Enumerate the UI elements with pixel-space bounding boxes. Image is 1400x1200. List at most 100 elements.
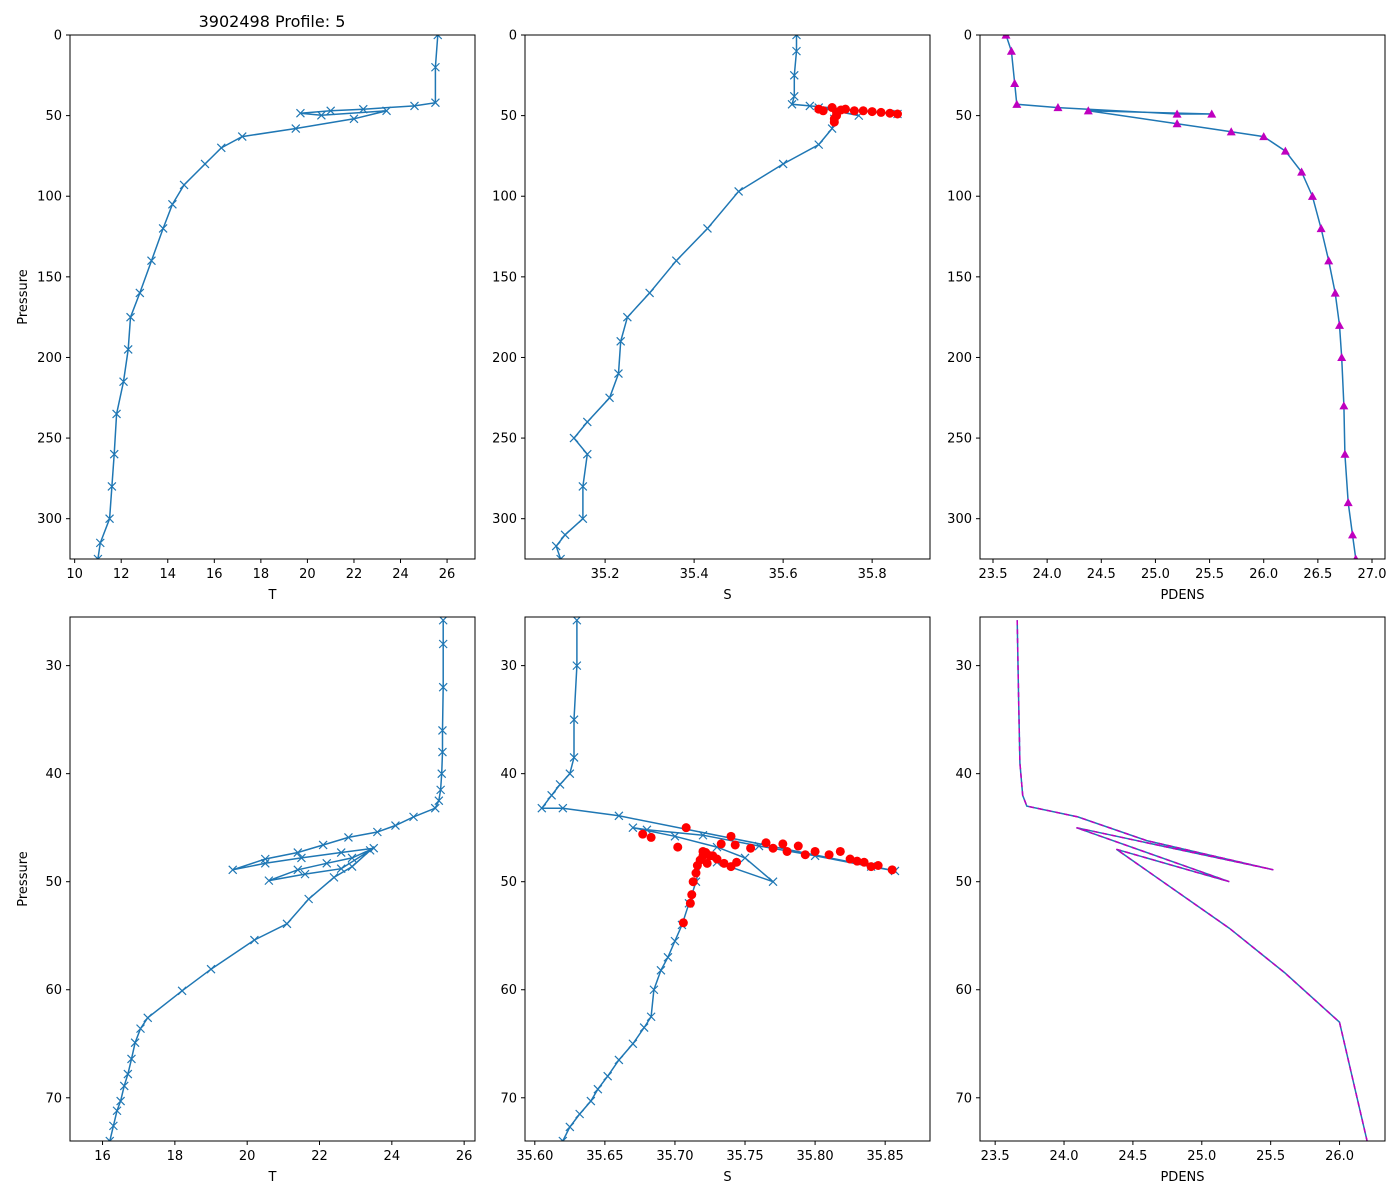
- x-tick-label: 35.8: [858, 567, 887, 582]
- x-axis-label: T: [268, 1170, 277, 1185]
- data-point-x: [438, 747, 447, 757]
- flagged-point: [730, 840, 740, 850]
- chart-bottom-right: 23.5 24.0 24.5 25.0 25.5 26.0 30 40 50 60 70 PDENS: [955, 616, 1386, 1185]
- data-point-x: [326, 106, 336, 116]
- y-tick-label: 60: [500, 983, 517, 998]
- y-tick-label: 50: [955, 109, 972, 124]
- data-point-x: [740, 853, 750, 863]
- data-point-triangle: [1280, 146, 1290, 155]
- data-point-x: [143, 1013, 153, 1023]
- x-tick-label: 18: [167, 1149, 184, 1164]
- flagged-point: [866, 862, 876, 872]
- y-tick-label: 30: [45, 659, 62, 674]
- data-point-x: [582, 417, 592, 427]
- x-tick-label: 35.60: [516, 1149, 553, 1164]
- data-point-x: [578, 482, 588, 491]
- data-point-x: [430, 803, 440, 813]
- x-tick-label: 16: [206, 567, 223, 582]
- y-tick-label: 0: [509, 29, 517, 44]
- data-point-x: [316, 110, 326, 120]
- flagged-point: [800, 850, 810, 860]
- data-point-x: [558, 803, 568, 813]
- flagged-point: [702, 858, 712, 868]
- x-tick-label: 24: [384, 1149, 401, 1164]
- x-tick-label: 35.6: [769, 567, 798, 582]
- data-point-x: [108, 1121, 118, 1131]
- data-point-x: [391, 821, 400, 830]
- axes-frame: [69, 34, 476, 560]
- flagged-point: [852, 856, 862, 866]
- data-point-x: [130, 1038, 140, 1048]
- data-point-x: [358, 104, 368, 114]
- flagged-point: [836, 105, 846, 115]
- data-point-x: [296, 108, 305, 118]
- x-tick-label: 35.65: [586, 1149, 623, 1164]
- data-point-triangle: [1012, 99, 1022, 108]
- data-point-x: [249, 935, 259, 945]
- chart-top-right: 23.5 24.0 24.5 25.0 25.5 26.0 26.5 27.0 0 50 100 15…: [947, 29, 1386, 604]
- flagged-point: [732, 857, 742, 867]
- data-point-x: [123, 344, 133, 354]
- data-point-x: [347, 853, 357, 863]
- data-point-x: [119, 1081, 129, 1091]
- flagged-point: [824, 850, 834, 860]
- data-point-triangle: [1343, 498, 1353, 507]
- data-point-x: [645, 288, 655, 298]
- y-tick-label: 50: [955, 875, 972, 890]
- data-point-x: [300, 869, 310, 879]
- data-point-x: [304, 894, 314, 904]
- data-point-x: [365, 845, 375, 855]
- flagged-point: [829, 117, 839, 127]
- data-point-x: [105, 1136, 115, 1141]
- x-tick-label: 35.70: [656, 1149, 693, 1164]
- flagged-point: [638, 829, 648, 839]
- data-point-x: [322, 858, 332, 868]
- data-point-triangle: [1297, 167, 1307, 176]
- flagged-point: [698, 846, 708, 856]
- data-point-x: [438, 617, 448, 625]
- data-point-x: [734, 186, 744, 196]
- y-tick-label: 300: [492, 512, 517, 527]
- y-axis-label: Pressure: [16, 269, 31, 325]
- data-point-x: [147, 256, 156, 266]
- plot-area: [537, 617, 900, 1141]
- axes-frame: [69, 616, 476, 1142]
- data-point-triangle: [1010, 78, 1020, 87]
- data-point-x: [126, 312, 135, 322]
- data-point-x: [410, 101, 419, 111]
- data-point-triangle: [1335, 320, 1345, 329]
- data-point-x: [112, 409, 121, 419]
- flagged-point: [782, 846, 792, 856]
- data-point-triangle: [1316, 223, 1326, 233]
- x-tick-label: 26: [439, 567, 456, 582]
- data-point-triangle: [1226, 127, 1236, 136]
- data-point-x: [768, 877, 778, 887]
- y-tick-label: 40: [500, 767, 517, 782]
- data-point-x: [582, 449, 592, 459]
- data-point-x: [656, 965, 666, 975]
- data-point-triangle: [1353, 554, 1359, 559]
- data-point-x: [206, 964, 216, 974]
- figure-title: 3902498 Profile: 5: [199, 12, 346, 31]
- data-point-x: [670, 936, 680, 946]
- flagged-point: [687, 890, 697, 900]
- x-tick-label: 25.0: [1141, 567, 1170, 582]
- x-tick-label: 12: [113, 567, 130, 582]
- data-point-x: [649, 985, 659, 995]
- y-tick-label: 250: [947, 432, 972, 447]
- x-tick-label: 23.5: [981, 1149, 1010, 1164]
- data-point-x: [547, 790, 557, 800]
- flagged-point: [726, 831, 736, 841]
- x-tick-label: 26: [456, 1149, 473, 1164]
- data-point-x: [572, 617, 582, 625]
- data-point-x: [291, 124, 301, 133]
- data-point-triangle: [1307, 191, 1317, 200]
- data-point-x: [572, 661, 582, 671]
- y-tick-label: 200: [492, 351, 517, 366]
- x-tick-label: 35.85: [867, 1149, 904, 1164]
- data-point-x: [628, 1039, 638, 1049]
- data-point-x: [409, 812, 418, 822]
- data-point-x: [593, 1084, 603, 1094]
- data-point-x: [112, 1106, 122, 1116]
- y-tick-label: 250: [492, 432, 517, 447]
